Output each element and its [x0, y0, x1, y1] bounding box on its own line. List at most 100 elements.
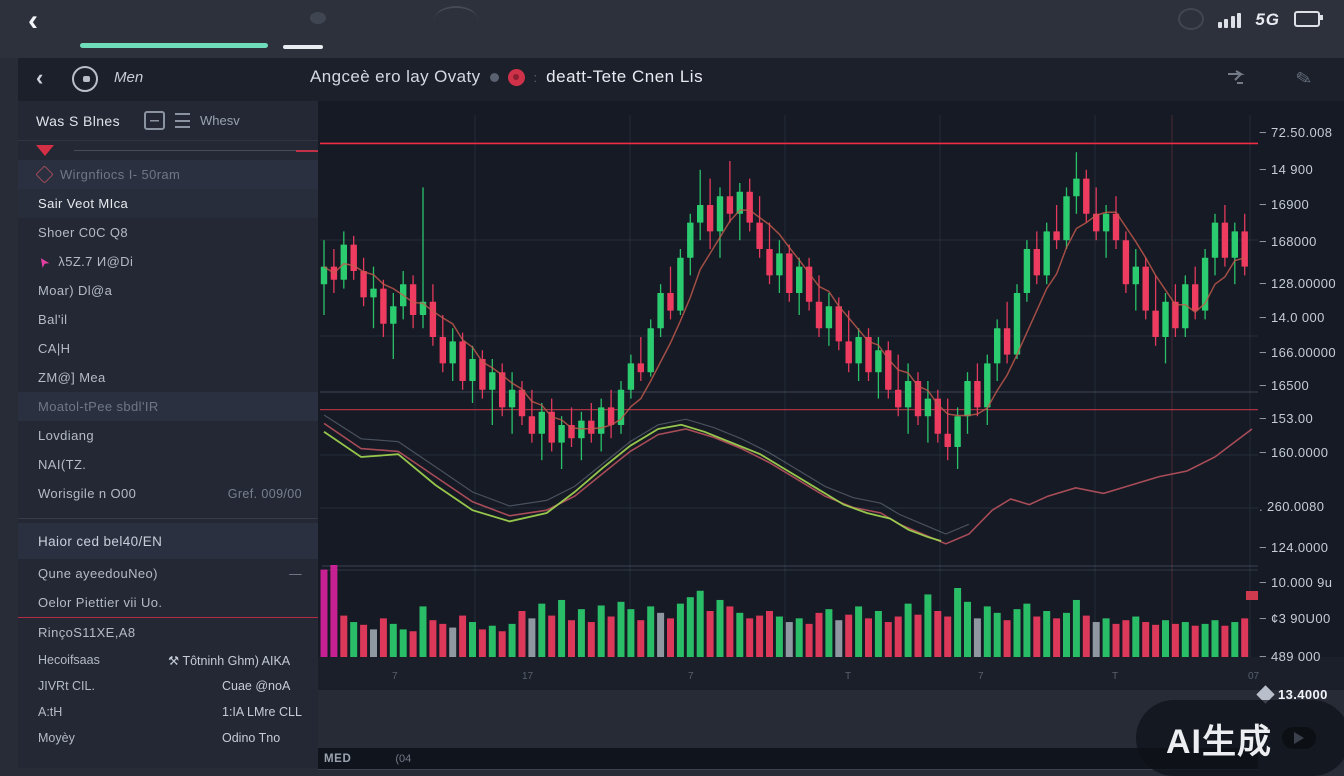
- axis-tick-value: 14.0 000: [1271, 310, 1325, 325]
- axis-tick-dash: −: [1259, 378, 1267, 393]
- sidebar-item[interactable]: Worisgile n O00 Gref. 009/00: [18, 479, 318, 508]
- axis-tick-dash: .: [1259, 499, 1264, 514]
- sidebar-item[interactable]: Lovdiang: [18, 421, 318, 450]
- menu-label[interactable]: Men: [114, 69, 144, 86]
- price-axis-label: − ¢3 90U00: [1259, 611, 1331, 626]
- axis-tick-dash: −: [1259, 345, 1267, 360]
- sidebar-item-label: Qune ayeedouNeo): [38, 566, 158, 581]
- list-view-icon[interactable]: [175, 113, 191, 128]
- clock-icon[interactable]: [72, 66, 98, 92]
- sidebar-item[interactable]: Shoer C0C Q8: [18, 218, 318, 247]
- separator-dot-icon: [489, 72, 499, 82]
- axis-tick-dash: −: [1259, 234, 1267, 249]
- active-tab-indicator[interactable]: [80, 43, 268, 48]
- axis-tick-dash: −: [1259, 125, 1267, 140]
- network-type-label: 5G: [1255, 10, 1280, 29]
- sidebar-footer-row[interactable]: Moyèy Odino Tno: [18, 725, 318, 751]
- price-axis-label: −124.0000: [1259, 540, 1328, 555]
- back-chevron-icon[interactable]: ‹: [28, 4, 38, 37]
- globe-icon: [1177, 8, 1204, 30]
- sidebar-item-label: Moatol-tPee sbdl'IR: [38, 399, 159, 414]
- indicator-strip[interactable]: MED (04: [318, 748, 1258, 770]
- sidebar-item[interactable]: Bal'il: [18, 305, 318, 334]
- sidebar-section-header: Haior ced bel40/EN: [18, 523, 318, 559]
- sidebar-item[interactable]: Wirgnfiocs I- 50ram: [18, 160, 318, 189]
- edit-pen-icon[interactable]: ✎: [1294, 67, 1315, 92]
- sidebar-item[interactable]: ZM@] Mea: [18, 363, 318, 392]
- sidebar-item-label: CA|H: [38, 341, 71, 356]
- axis-tick-dash: −: [1259, 276, 1267, 291]
- sidebar-item-label: Moar) Dl@a: [38, 283, 113, 298]
- status-bar: ‹ 5G: [0, 0, 1344, 58]
- sidebar-items: Wirgnfiocs I- 50ram Sair Veot MIca Shoer C…: [18, 160, 318, 751]
- arrow-pink-icon: ➤: [33, 252, 53, 271]
- candlestick-chart[interactable]: 7 17 7 T 7 T 07: [318, 101, 1344, 768]
- decorative-wave-icon: [434, 6, 478, 34]
- axis-tick-dash: −: [1259, 540, 1267, 555]
- sidebar-item-label: Oelor Piettier vii Uo.: [38, 595, 163, 610]
- decorative-dot-icon: [310, 12, 326, 24]
- title-colon: :: [533, 69, 538, 85]
- sidebar-marker-row: [18, 141, 318, 160]
- axis-tick-value: 168000: [1271, 234, 1317, 249]
- footer-row-left-label: Moyèy: [38, 731, 75, 745]
- price-axis[interactable]: −72.50.008−14 900−16900−168000−128.00000…: [1255, 101, 1344, 711]
- price-axis-label: −14.0 000: [1259, 310, 1325, 325]
- sidebar-item-label: Lovdiang: [38, 428, 94, 443]
- sidebar: Was S Blnes Whesv Wirgnfiocs I- 50ram Sai…: [18, 101, 319, 768]
- sidebar-item[interactable]: Moar) Dl@a: [18, 276, 318, 305]
- battery-icon: [1294, 11, 1323, 27]
- view-label[interactable]: Whesv: [200, 113, 240, 128]
- svg-text:7: 7: [392, 671, 398, 682]
- indicator-label: MED: [324, 752, 352, 765]
- sidebar-item[interactable]: ➤ λ5Z.7 И@Di: [18, 247, 318, 276]
- header-back-chevron-icon[interactable]: ‹: [36, 65, 44, 90]
- axis-tick-value: 16900: [1271, 197, 1310, 212]
- sidebar-item[interactable]: Qune ayeedouNeo) —: [18, 559, 318, 588]
- sidebar-item-label: Bal'il: [38, 312, 68, 327]
- sidebar-footer-row[interactable]: Hecoifsaas ⚒ Tôtninh Ghm) AIKA: [18, 647, 318, 673]
- sidebar-footer-row[interactable]: A:tH 1:IA LMre CLL: [18, 699, 318, 725]
- chart-title-right: deatt-Tete Cnen Lis: [546, 67, 704, 86]
- sidebar-item-label: λ5Z.7 И@Di: [58, 254, 134, 269]
- price-axis-label: −14 900: [1259, 162, 1313, 177]
- footer-row-right-label: 1:IA LMre CLL: [222, 705, 302, 719]
- sidebar-item[interactable]: NAI(TZ.: [18, 450, 318, 479]
- axis-tick-dash: −: [1259, 575, 1267, 590]
- svg-text:7: 7: [688, 671, 694, 682]
- sidebar-item-label: Wirgnfiocs I- 50ram: [60, 167, 181, 182]
- watchlist-title[interactable]: Was S Blnes: [36, 112, 121, 129]
- sidebar-item[interactable]: CA|H: [18, 334, 318, 363]
- footer-row-left-label: Hecoifsaas: [38, 653, 100, 667]
- chart-region[interactable]: 7 17 7 T 7 T 07 −72.50.008−14 900−16900−168000…: [318, 101, 1344, 770]
- sidebar-item[interactable]: Oelor Piettier vii Uo.: [18, 588, 318, 617]
- axis-tick-dash: −: [1259, 310, 1267, 325]
- app-header: ‹ Men Angceè ero lay Ovaty : deatt-Tete …: [18, 58, 1344, 102]
- grid-view-icon[interactable]: [144, 111, 166, 130]
- price-axis-label: . 260.0080: [1259, 499, 1324, 514]
- signal-bars-icon: [1217, 13, 1242, 30]
- axis-tick-value: 16500: [1271, 378, 1310, 393]
- axis-tick-value: 260.0080: [1267, 499, 1325, 514]
- sidebar-item-label: Shoer C0C Q8: [38, 225, 129, 240]
- axis-tick-value: 14 900: [1271, 162, 1314, 177]
- price-axis-label: −16500: [1259, 378, 1309, 393]
- price-axis-label: −160.0000: [1259, 445, 1328, 460]
- sidebar-item-label: Worisgile n O00: [38, 486, 137, 501]
- sidebar-footer-row[interactable]: JIVRt CIL. Cuae @noA: [18, 673, 318, 699]
- svg-text:17: 17: [522, 671, 534, 682]
- sidebar-item[interactable]: Moatol-tPee sbdl'IR: [18, 392, 318, 421]
- price-axis-label: −10.000 9u: [1259, 575, 1332, 590]
- record-badge-icon: [507, 68, 525, 86]
- share-arrow-icon[interactable]: [1226, 70, 1246, 86]
- sidebar-item-label: NAI(TZ.: [38, 457, 87, 472]
- sidebar-item-value: Gref. 009/00: [227, 486, 302, 501]
- axis-tick-dash: −: [1259, 197, 1267, 212]
- axis-tick-dash: −: [1259, 411, 1267, 426]
- secondary-tab-indicator[interactable]: [283, 45, 323, 49]
- footer-row-left-label: A:tH: [38, 705, 63, 719]
- sidebar-item[interactable]: Sair Veot MIca: [18, 189, 318, 218]
- footer-row-left-label: JIVRt CIL.: [38, 679, 95, 693]
- indicator-value: (04: [395, 752, 412, 765]
- sidebar-item[interactable]: RinçoS11XE,A8: [18, 617, 318, 647]
